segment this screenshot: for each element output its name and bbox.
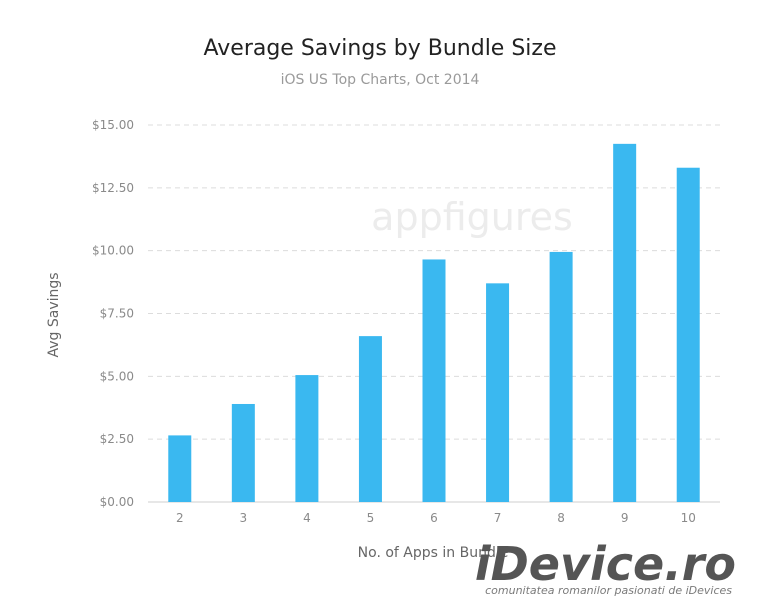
x-tick-label: 3 [240, 511, 248, 525]
x-tick-label: 2 [176, 511, 184, 525]
y-axis-label: Avg Savings [46, 272, 62, 357]
bar-6 [422, 259, 446, 502]
x-tick-label: 4 [303, 511, 311, 525]
x-tick-label: 6 [430, 511, 438, 525]
bar-4 [295, 375, 319, 502]
chart-title: Average Savings by Bundle Size [204, 36, 557, 61]
chart-subtitle: iOS US Top Charts, Oct 2014 [281, 72, 480, 88]
bar-9 [613, 143, 637, 502]
y-tick-label: $0.00 [100, 495, 134, 509]
x-tick-label: 7 [494, 511, 502, 525]
idevice-tagline: comunitatea romanilor pasionati de iDevi… [485, 584, 732, 597]
y-tick-label: $10.00 [92, 244, 134, 258]
y-tick-label: $5.00 [100, 369, 134, 383]
bar-2 [168, 435, 192, 502]
x-axis-label: No. of Apps in Bundle [358, 545, 509, 561]
bar-5 [358, 336, 382, 502]
idevice-watermark: iDevice.ro [475, 537, 736, 591]
y-tick-label: $15.00 [92, 118, 134, 132]
x-tick-label: 8 [557, 511, 565, 525]
bar-3 [231, 403, 255, 502]
y-tick-label: $2.50 [100, 432, 134, 446]
bars [168, 143, 700, 502]
x-tick-label: 10 [681, 511, 696, 525]
bar-7 [486, 283, 510, 502]
x-axis-ticks: 2 3 4 5 6 7 8 9 10 [176, 511, 696, 525]
y-tick-label: $7.50 [100, 307, 134, 321]
y-tick-label: $12.50 [92, 181, 134, 195]
bar-10 [676, 167, 700, 502]
x-tick-label: 9 [621, 511, 629, 525]
appfigures-watermark: appfigures [371, 195, 573, 239]
y-axis-ticks: $0.00 $2.50 $5.00 $7.50 $10.00 $12.50 $15.00 [92, 118, 134, 509]
x-tick-label: 5 [367, 511, 375, 525]
bar-8 [549, 251, 573, 502]
